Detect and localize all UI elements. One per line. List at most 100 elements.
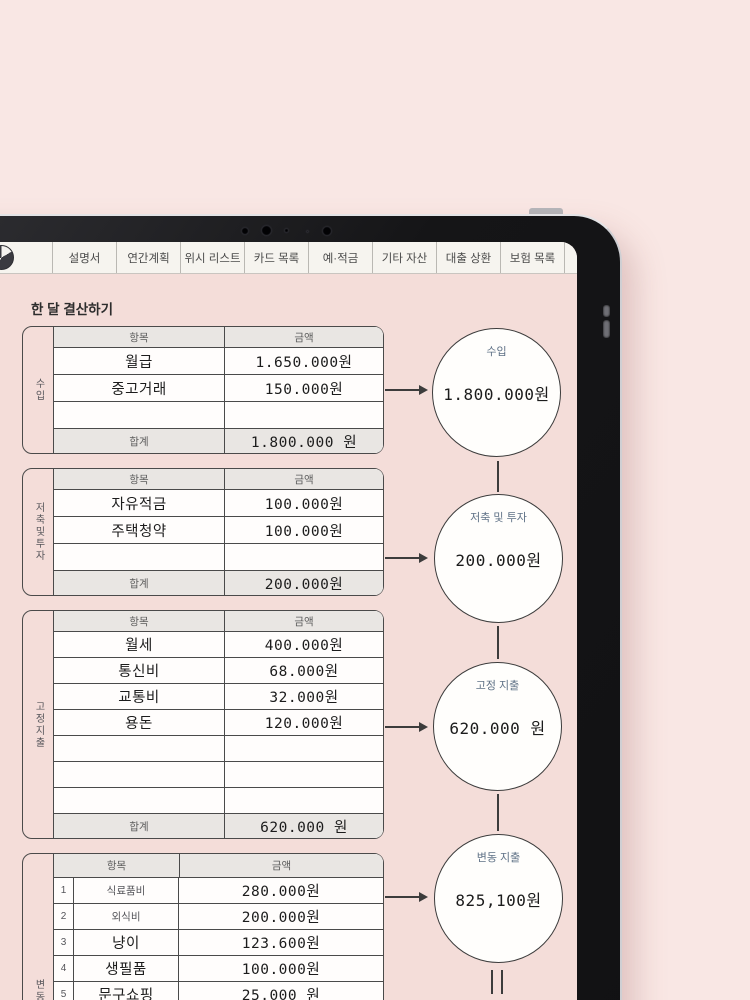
table-header-row: 항목 금액: [54, 611, 383, 632]
tablet-volume-down-button: [603, 320, 610, 338]
amount-cell: 25.000 원: [241, 988, 321, 1000]
amount-cell: [225, 402, 383, 428]
tab-annual-plan[interactable]: 연간계획: [116, 242, 180, 273]
row-number-cell: 1: [54, 878, 74, 903]
table-row: 월세 400.000원: [54, 632, 383, 658]
item-cell: 용돈: [54, 710, 225, 735]
amount-cell: [225, 762, 383, 787]
camera-dot: [306, 230, 309, 233]
fixed-expense-side-label-cell: 고정지출: [23, 611, 54, 838]
menu-tab[interactable]: [0, 242, 52, 273]
amount-cell: 120.000원: [264, 716, 344, 732]
fixed-expense-side-label: 고정지출: [33, 700, 44, 749]
item-cell: 외식비: [74, 904, 179, 929]
item-cell: [54, 762, 225, 787]
row-number-cell: 5: [54, 982, 74, 1000]
savings-side-label-cell: 저축및투자: [23, 469, 54, 595]
table-row: 1 식료품비 280.000원: [54, 878, 383, 904]
total-amount-cell: 1.800.000 원: [250, 435, 358, 451]
camera-dot: [284, 228, 289, 233]
tab-deposits-savings[interactable]: 예·적금: [308, 242, 372, 273]
tab-other-assets[interactable]: 기타 자산: [372, 242, 436, 273]
column-header-item: 항목: [54, 854, 180, 877]
savings-table: 저축및투자 항목 금액 자유적금 100.000원 주택청약 100.000원 합계 200.…: [22, 468, 384, 596]
variable-expense-arrow: [385, 892, 428, 902]
tablet-power-button: [529, 208, 563, 217]
tab-bar: 설명서 연간계획 위시 리스트 카드 목록 예·적금 기타 자산 대출 상환 보…: [0, 242, 577, 274]
item-cell: 자유적금: [54, 490, 225, 516]
equals-connector-left: [491, 970, 493, 994]
table-row: 월급 1.650.000원: [54, 348, 383, 375]
variable-expense-summary-circle: 변동 지출 825,100원: [434, 834, 563, 963]
camera-dot: [241, 227, 249, 235]
pie-chart-icon: [0, 245, 14, 270]
table-row: [54, 788, 383, 814]
variable-expense-table-body: 항목 금액 1 식료품비 280.000원 2 외식비 200.000원 3 냥이 123.600원…: [54, 854, 383, 1000]
income-side-label: 수입: [33, 378, 44, 402]
income-table: 수입 항목 금액 월급 1.650.000원 중고거래 150.000원 합계 1.800.0…: [22, 326, 384, 454]
column-header-item: 항목: [54, 327, 225, 347]
fixed-expense-circle-label: 고정 지출: [475, 680, 520, 692]
table-header-row: 항목 금액: [54, 327, 383, 348]
amount-cell: 280.000원: [241, 884, 321, 900]
table-row: 교통비 32.000원: [54, 684, 383, 710]
amount-cell: 100.000원: [264, 523, 344, 540]
tab-cutoff-stub: [564, 242, 577, 273]
income-circle-value: 1.800.000원: [443, 385, 550, 404]
income-table-body: 항목 금액 월급 1.650.000원 중고거래 150.000원 합계 1.800.000 …: [54, 327, 383, 453]
column-header-amount: 금액: [294, 473, 314, 486]
page-title: 한 달 결산하기: [31, 302, 114, 317]
row-number-cell: 3: [54, 930, 74, 955]
table-row: 용돈 120.000원: [54, 710, 383, 736]
income-summary-circle: 수입 1.800.000원: [432, 328, 561, 457]
amount-cell: [225, 736, 383, 761]
item-cell: [54, 736, 225, 761]
tab-card-list[interactable]: 카드 목록: [244, 242, 308, 273]
amount-cell: 200.000원: [241, 910, 321, 926]
column-header-item: 항목: [54, 611, 225, 631]
savings-circle-label: 저축 및 투자: [470, 512, 527, 524]
table-header-row: 항목 금액: [54, 469, 383, 490]
amount-cell: 1.650.000원: [255, 354, 353, 371]
item-cell: [54, 402, 225, 428]
table-row: [54, 736, 383, 762]
tablet-screen: 설명서 연간계획 위시 리스트 카드 목록 예·적금 기타 자산 대출 상환 보…: [0, 242, 577, 1000]
column-header-amount: 금액: [271, 860, 292, 872]
income-arrow: [385, 385, 428, 395]
item-cell: 냥이: [74, 930, 179, 955]
fixed-expense-table: 고정지출 항목 금액 월세 400.000원 통신비 68.000원 교통비 32.000원 용…: [22, 610, 384, 839]
table-row: 자유적금 100.000원: [54, 490, 383, 517]
variable-expense-circle-value: 825,100원: [455, 891, 542, 910]
savings-arrow: [385, 553, 428, 563]
savings-table-body: 항목 금액 자유적금 100.000원 주택청약 100.000원 합계 200.000원: [54, 469, 383, 595]
item-cell: 월세: [54, 632, 225, 657]
table-row: [54, 544, 383, 571]
variable-expense-circle-label: 변동 지출: [476, 852, 521, 864]
tab-loan-repayment[interactable]: 대출 상환: [436, 242, 500, 273]
amount-cell: [225, 544, 383, 570]
table-row: 중고거래 150.000원: [54, 375, 383, 402]
income-side-label-cell: 수입: [23, 327, 54, 453]
tab-manual[interactable]: 설명서: [52, 242, 116, 273]
item-cell: 월급: [54, 348, 225, 374]
item-cell: [54, 788, 225, 813]
fixed-expense-arrow: [385, 722, 428, 732]
item-cell: 주택청약: [54, 517, 225, 543]
amount-cell: 150.000원: [264, 381, 344, 398]
circle-connector: [497, 461, 499, 492]
tab-wish-list[interactable]: 위시 리스트: [180, 242, 244, 273]
total-amount-cell: 620.000 원: [260, 820, 348, 836]
tablet-volume-up-button: [603, 305, 610, 317]
total-label-cell: 합계: [54, 571, 225, 595]
fixed-expense-summary-circle: 고정 지출 620.000 원: [433, 662, 562, 791]
item-cell: 통신비: [54, 658, 225, 683]
equals-connector-right: [501, 970, 503, 994]
tab-insurance-list[interactable]: 보험 목록: [500, 242, 564, 273]
item-cell: 교통비: [54, 684, 225, 709]
savings-summary-circle: 저축 및 투자 200.000원: [434, 494, 563, 623]
table-total-row: 합계 620.000 원: [54, 814, 383, 838]
income-circle-label: 수입: [486, 346, 507, 358]
table-row: 5 문구쇼핑 25.000 원: [54, 982, 383, 1000]
